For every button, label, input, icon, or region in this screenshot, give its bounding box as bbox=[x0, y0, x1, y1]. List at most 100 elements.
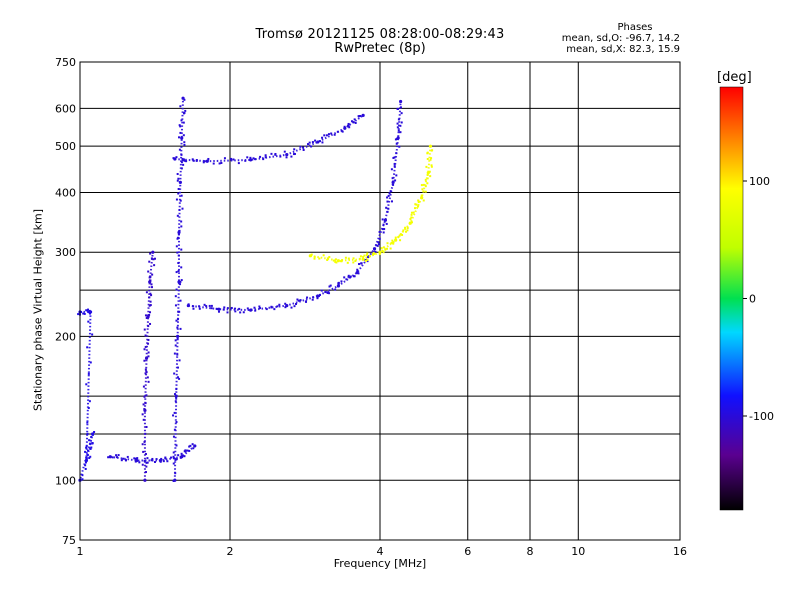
echo-point bbox=[234, 307, 237, 310]
echo-point bbox=[426, 182, 429, 185]
echo-point bbox=[314, 139, 317, 142]
echo-point bbox=[189, 444, 192, 447]
echo-point bbox=[138, 461, 141, 464]
echo-point bbox=[175, 271, 178, 274]
echo-point bbox=[185, 160, 188, 163]
echo-point bbox=[176, 214, 179, 217]
echo-point bbox=[174, 344, 177, 347]
echo-point bbox=[210, 304, 213, 307]
x-tick-label: 8 bbox=[527, 545, 534, 558]
echo-point bbox=[371, 251, 374, 254]
echo-point bbox=[299, 299, 302, 302]
echo-point bbox=[283, 150, 286, 153]
echo-point bbox=[176, 173, 179, 176]
echo-point bbox=[183, 455, 186, 458]
echo-point bbox=[385, 222, 388, 225]
echo-point bbox=[393, 156, 396, 159]
echo-point bbox=[306, 143, 309, 146]
echo-point bbox=[429, 158, 432, 161]
x-axis-label: Frequency [MHz] bbox=[333, 557, 427, 570]
echo-point bbox=[348, 126, 351, 129]
echo-point bbox=[368, 255, 371, 258]
trace-point bbox=[91, 432, 95, 436]
echo-point bbox=[88, 400, 91, 403]
trace-point bbox=[193, 444, 197, 448]
echo-point bbox=[148, 304, 151, 307]
echo-point bbox=[397, 118, 400, 121]
echo-point bbox=[195, 159, 198, 162]
echo-point bbox=[293, 152, 296, 155]
echo-point bbox=[347, 124, 350, 127]
trace-point bbox=[144, 356, 149, 360]
echo-point bbox=[180, 119, 183, 122]
echo-point bbox=[85, 383, 88, 386]
echo-point bbox=[264, 154, 267, 157]
echo-point bbox=[147, 325, 150, 328]
echo-point bbox=[238, 307, 241, 310]
echo-point bbox=[178, 229, 181, 232]
echo-point bbox=[397, 107, 400, 110]
echo-point bbox=[386, 242, 389, 245]
y-tick-label: 100 bbox=[55, 474, 76, 487]
echo-point bbox=[192, 305, 195, 308]
echo-point bbox=[431, 149, 434, 152]
echo-point bbox=[340, 260, 343, 263]
x-tick-label: 4 bbox=[377, 545, 384, 558]
echo-point bbox=[203, 160, 206, 163]
echo-point bbox=[81, 474, 84, 477]
echo-point bbox=[399, 124, 402, 127]
echo-point bbox=[305, 300, 308, 303]
echo-point bbox=[115, 454, 118, 457]
echo-point bbox=[340, 280, 343, 283]
echo-point bbox=[366, 260, 369, 263]
echo-point bbox=[410, 213, 413, 216]
echo-point bbox=[174, 304, 177, 307]
echo-point bbox=[417, 201, 420, 204]
echo-point bbox=[89, 361, 92, 364]
echo-point bbox=[422, 183, 425, 186]
echo-point bbox=[386, 196, 389, 199]
echo-point bbox=[87, 406, 90, 409]
echo-point bbox=[85, 309, 88, 312]
echo-point bbox=[178, 208, 181, 211]
echo-point bbox=[176, 318, 179, 321]
echo-point bbox=[87, 372, 90, 375]
echo-point bbox=[430, 157, 433, 160]
echo-point bbox=[143, 440, 146, 443]
grid bbox=[79, 62, 681, 540]
echo-point bbox=[357, 115, 360, 118]
echo-point bbox=[377, 241, 380, 244]
echo-point bbox=[107, 456, 110, 459]
echo-point bbox=[177, 254, 180, 257]
echo-point bbox=[415, 203, 418, 206]
trace-line bbox=[188, 101, 402, 312]
echo-point bbox=[399, 233, 402, 236]
echo-point bbox=[90, 435, 93, 438]
echo-point bbox=[176, 337, 179, 340]
echo-point bbox=[327, 133, 330, 136]
echo-point bbox=[350, 120, 353, 123]
echo-point bbox=[179, 131, 182, 134]
echo-point bbox=[426, 173, 429, 176]
echo-point bbox=[273, 308, 276, 311]
echo-point bbox=[141, 443, 144, 446]
trace-point bbox=[148, 280, 152, 284]
echo-point bbox=[203, 303, 206, 306]
echo-point bbox=[313, 255, 316, 258]
echo-point bbox=[174, 339, 177, 342]
echo-point bbox=[321, 141, 324, 144]
echo-point bbox=[177, 454, 180, 457]
echo-point bbox=[179, 199, 182, 202]
echo-point bbox=[148, 313, 151, 316]
chart-subtitle: RwPretec (8p) bbox=[334, 41, 426, 56]
x-tick-label: 1 bbox=[77, 545, 84, 558]
echo-point bbox=[182, 158, 185, 161]
plot-frame bbox=[79, 61, 681, 541]
trace-point bbox=[396, 136, 400, 140]
echo-point bbox=[352, 261, 355, 264]
echo-point bbox=[325, 134, 328, 137]
echo-point bbox=[285, 156, 288, 159]
echo-point bbox=[172, 435, 175, 438]
x-tick-label: 10 bbox=[571, 545, 585, 558]
echo-point bbox=[425, 165, 428, 168]
